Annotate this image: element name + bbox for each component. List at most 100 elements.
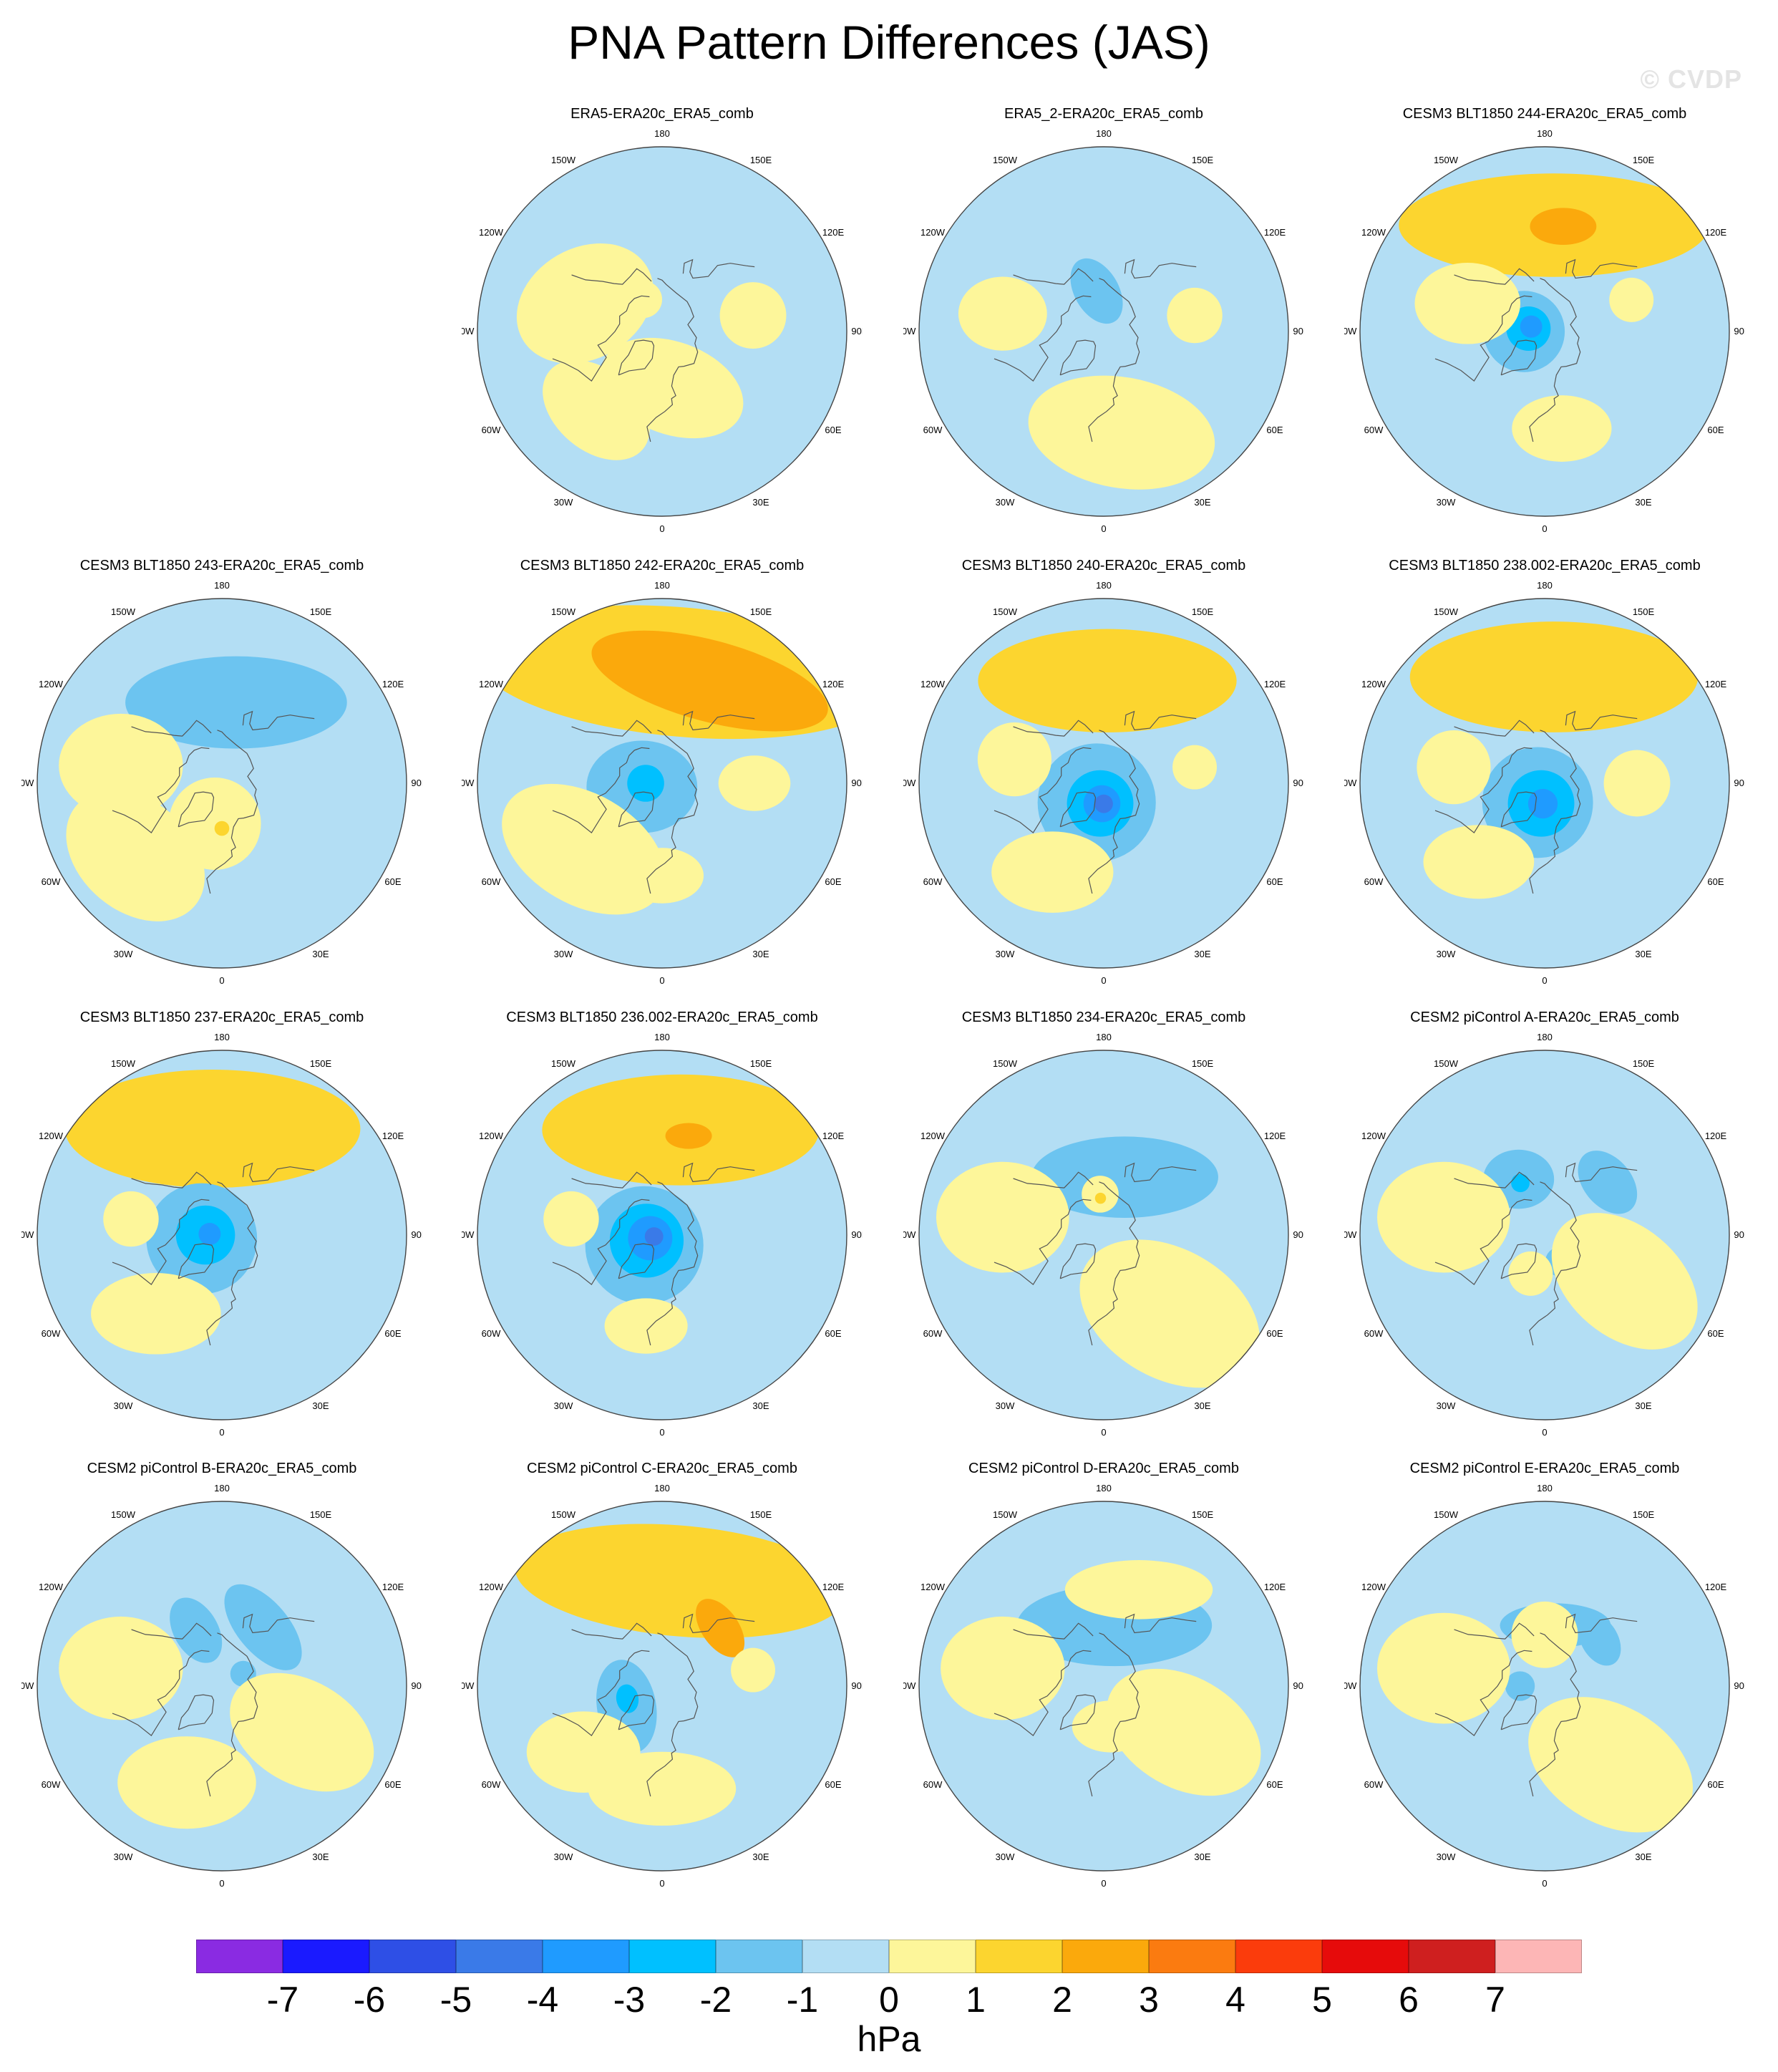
longitude-label: 150W <box>993 1509 1018 1520</box>
longitude-label: 90E <box>851 1229 863 1240</box>
map-panel: CESM3 BLT1850 243-ERA20c_ERA5_comb 180 150… <box>21 556 422 986</box>
map-boundary <box>1359 1050 1730 1420</box>
colorbar-tick-label: 6 <box>1399 1980 1419 2020</box>
colorbar-tick-label: -2 <box>699 1980 732 2020</box>
longitude-label: 60E <box>1266 425 1283 435</box>
longitude-label: 60W <box>1364 425 1384 435</box>
longitude-label: 0 <box>1101 523 1106 534</box>
longitude-label: 60E <box>384 876 401 887</box>
coastline <box>1434 747 1532 833</box>
longitude-label: 150W <box>551 155 576 165</box>
longitude-label: 180 <box>654 1032 670 1042</box>
colorbar-swatch <box>1322 1940 1409 1973</box>
longitude-label: 90E <box>411 778 422 788</box>
longitude-label: 60W <box>482 876 501 887</box>
longitude-label: 120E <box>1264 1582 1286 1592</box>
colorbar-swatch <box>543 1940 629 1973</box>
longitude-label: 120E <box>822 1582 845 1592</box>
longitude-label: 30W <box>996 949 1015 959</box>
coastline <box>1059 791 1097 828</box>
coastline <box>552 747 650 833</box>
longitude-label: 120E <box>382 679 404 689</box>
coastline <box>1013 1622 1094 1640</box>
polar-map: 180 150E 120E 90E 60E 30E 0 30W 60W 90W 120W 150W <box>1344 1483 1745 1889</box>
longitude-label: 150W <box>1434 1058 1459 1069</box>
coastline <box>682 258 755 279</box>
longitude-label: 120E <box>822 227 845 238</box>
anomaly-contour <box>718 755 791 811</box>
coastline <box>618 791 655 828</box>
coastline <box>1565 258 1638 279</box>
polar-map: 180 150E 120E 90E 60E 30E 0 30W 60W 90W 120W 150W <box>903 128 1304 534</box>
coastline <box>112 1199 210 1285</box>
longitude-label: 30W <box>996 1400 1015 1411</box>
longitude-label: 90E <box>851 1680 863 1691</box>
coastline <box>1565 710 1638 731</box>
anomaly-contour <box>543 359 650 460</box>
colorbar-tick-label: 0 <box>879 1980 899 2020</box>
longitude-label: 180 <box>1537 1483 1553 1494</box>
longitude-label: 30E <box>312 1851 329 1862</box>
map-boundary <box>1359 598 1730 969</box>
coastline <box>131 1622 212 1640</box>
longitude-label: 120W <box>479 1131 504 1141</box>
anomaly-contour <box>1530 208 1597 245</box>
panel-title: CESM2 piControl D-ERA20c_ERA5_comb <box>968 1461 1239 1476</box>
longitude-label: 90W <box>1344 1229 1357 1240</box>
longitude-label: 180 <box>1096 1483 1112 1494</box>
anomaly-contour <box>59 1616 183 1720</box>
coastline <box>1500 1694 1537 1730</box>
longitude-label: 150E <box>1192 1509 1214 1520</box>
longitude-label: 60E <box>825 876 841 887</box>
longitude-label: 60W <box>482 1328 501 1339</box>
colorbar-swatch <box>1409 1940 1495 1973</box>
colorbar-swatch <box>629 1940 716 1973</box>
anomaly-contour <box>224 1584 302 1670</box>
coastline <box>1088 730 1140 894</box>
coastline <box>178 1243 215 1279</box>
longitude-label: 60E <box>384 1779 401 1790</box>
longitude-label: 30W <box>554 1851 573 1862</box>
map-panel: ERA5_2-ERA20c_ERA5_comb 180 150E 120E 90E 60E… <box>903 105 1304 534</box>
coastline <box>206 1632 258 1797</box>
longitude-label: 180 <box>1096 580 1112 591</box>
coastline <box>1124 1162 1197 1183</box>
coastline <box>1434 1199 1532 1285</box>
longitude-label: 180 <box>1537 1032 1553 1042</box>
map-boundary <box>37 598 407 969</box>
longitude-label: 30W <box>1437 1400 1456 1411</box>
anomaly-contour <box>1064 1560 1213 1620</box>
anomaly-contour <box>1528 1697 1694 1833</box>
anomaly-contour <box>941 1616 1065 1720</box>
anomaly-contour <box>1417 730 1491 805</box>
longitude-label: 90E <box>1293 778 1304 788</box>
map-boundary <box>37 1050 407 1420</box>
panel-title: CESM2 piControl C-ERA20c_ERA5_comb <box>527 1461 797 1476</box>
longitude-label: 30W <box>1437 497 1456 508</box>
map-boundary <box>918 146 1289 517</box>
longitude-label: 120E <box>1705 1131 1727 1141</box>
longitude-label: 120E <box>382 1582 404 1592</box>
longitude-label: 120W <box>39 679 64 689</box>
longitude-label: 60E <box>1707 1328 1724 1339</box>
colorbar-tick-label: 7 <box>1485 1980 1505 2020</box>
anomaly-contour <box>1512 395 1612 462</box>
coastline <box>552 1199 650 1285</box>
polar-map: 180 150E 120E 90E 60E 30E 0 30W 60W 90W 120W 150W <box>1344 580 1745 986</box>
longitude-label: 90W <box>1344 326 1357 337</box>
longitude-label: 150E <box>310 1509 332 1520</box>
anomaly-contour <box>1376 1612 1510 1724</box>
map-panel: CESM3 BLT1850 234-ERA20c_ERA5_comb 180 150… <box>903 1008 1304 1438</box>
anomaly-contour <box>1505 1671 1535 1701</box>
longitude-label: 90E <box>411 1680 422 1691</box>
figure-title: PNA Pattern Differences (JAS) <box>568 16 1210 69</box>
colorbar-tick-label: 5 <box>1312 1980 1332 2020</box>
coastline <box>682 710 755 731</box>
polar-map: 180 150E 120E 90E 60E 30E 0 30W 60W 90W 120W 150W <box>21 580 422 986</box>
longitude-label: 90W <box>1344 1680 1357 1691</box>
longitude-label: 150W <box>993 155 1018 165</box>
longitude-label: 60E <box>384 1328 401 1339</box>
longitude-label: 150W <box>1434 606 1459 617</box>
longitude-label: 30E <box>1194 497 1210 508</box>
coastline <box>1529 1632 1581 1797</box>
